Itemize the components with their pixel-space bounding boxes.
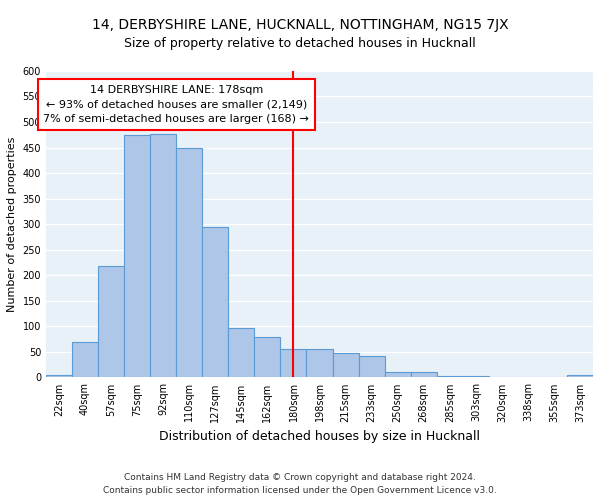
Bar [124, 136, 150, 378]
Bar [150, 134, 176, 378]
Y-axis label: Number of detached properties: Number of detached properties [7, 136, 17, 312]
Bar [72, 342, 98, 378]
Text: Contains HM Land Registry data © Crown copyright and database right 2024.
Contai: Contains HM Land Registry data © Crown c… [103, 474, 497, 495]
Bar [463, 376, 489, 378]
Bar [176, 148, 202, 378]
Bar [254, 336, 280, 378]
Bar [385, 372, 410, 378]
Bar [332, 353, 359, 378]
Bar [567, 376, 593, 378]
Bar [202, 227, 229, 378]
Bar [307, 350, 332, 378]
Text: 14 DERBYSHIRE LANE: 178sqm
← 93% of detached houses are smaller (2,149)
7% of se: 14 DERBYSHIRE LANE: 178sqm ← 93% of deta… [43, 84, 309, 124]
Text: Size of property relative to detached houses in Hucknall: Size of property relative to detached ho… [124, 38, 476, 51]
Bar [229, 328, 254, 378]
Bar [46, 375, 72, 378]
Bar [410, 372, 437, 378]
Bar [359, 356, 385, 378]
Bar [98, 266, 124, 378]
Text: 14, DERBYSHIRE LANE, HUCKNALL, NOTTINGHAM, NG15 7JX: 14, DERBYSHIRE LANE, HUCKNALL, NOTTINGHA… [92, 18, 508, 32]
X-axis label: Distribution of detached houses by size in Hucknall: Distribution of detached houses by size … [159, 430, 480, 443]
Bar [437, 376, 463, 378]
Bar [280, 350, 307, 378]
